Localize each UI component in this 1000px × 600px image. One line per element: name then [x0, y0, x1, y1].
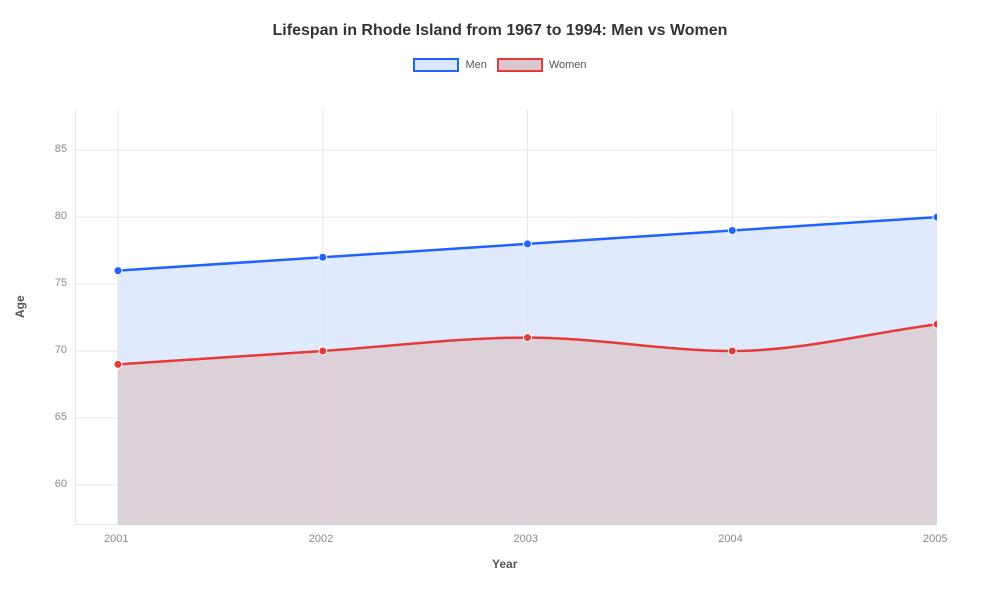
- x-tick-label: 2003: [514, 533, 538, 545]
- y-tick-label: 70: [55, 344, 67, 356]
- x-tick-label: 2001: [104, 533, 128, 545]
- chart-title: Lifespan in Rhode Island from 1967 to 19…: [0, 0, 1000, 40]
- legend-item-women: Women: [497, 58, 587, 72]
- x-axis-label: Year: [492, 557, 517, 571]
- y-tick-label: 60: [55, 478, 67, 490]
- x-tick-label: 2005: [923, 533, 947, 545]
- legend-label-men: Men: [465, 59, 486, 71]
- y-tick-label: 75: [55, 277, 67, 289]
- x-tick-label: 2004: [718, 533, 742, 545]
- legend-swatch-women: [497, 58, 543, 72]
- legend: Men Women: [0, 58, 1000, 72]
- plot-area: [75, 110, 937, 525]
- y-tick-label: 80: [55, 210, 67, 222]
- legend-swatch-men: [413, 58, 459, 72]
- y-tick-label: 85: [55, 143, 67, 155]
- legend-label-women: Women: [549, 59, 587, 71]
- y-tick-label: 65: [55, 411, 67, 423]
- legend-item-men: Men: [413, 58, 486, 72]
- x-tick-label: 2002: [309, 533, 333, 545]
- y-axis-label: Age: [13, 295, 27, 318]
